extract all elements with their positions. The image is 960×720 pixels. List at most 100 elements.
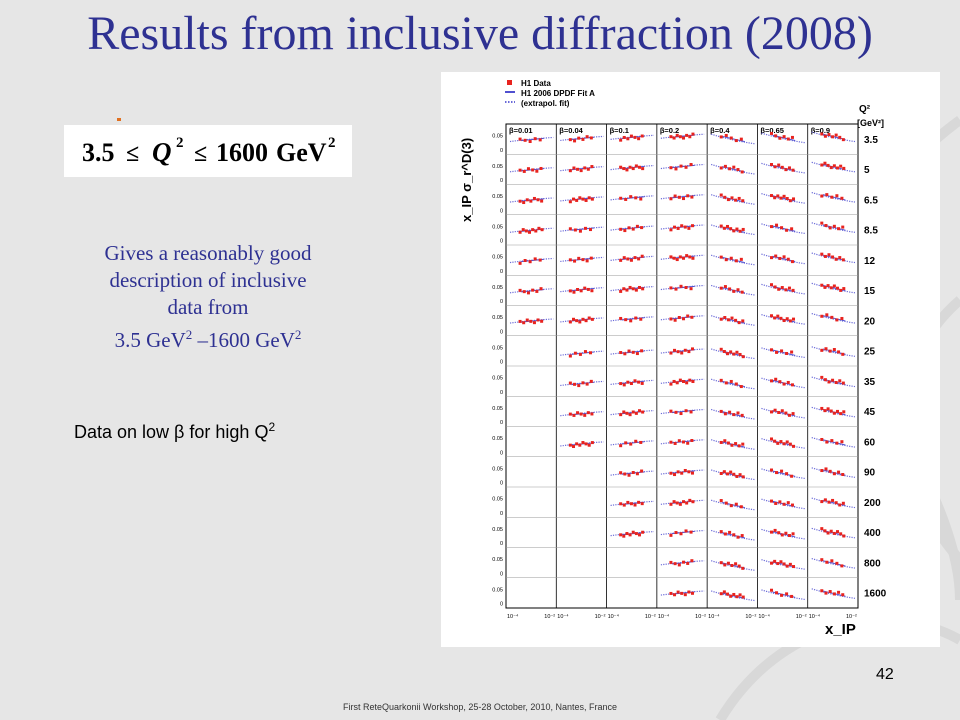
data-point	[792, 317, 796, 321]
data-point	[832, 348, 836, 352]
data-point	[791, 288, 795, 292]
data-point	[678, 135, 682, 139]
data-point	[726, 198, 730, 202]
data-point	[840, 564, 844, 568]
data-point	[584, 442, 588, 446]
data-point	[775, 471, 779, 475]
data-point	[726, 441, 730, 445]
data-point	[583, 413, 587, 417]
data-point	[719, 135, 723, 139]
data-point	[770, 499, 774, 503]
row-tick: 0	[500, 329, 503, 335]
data-point	[786, 137, 790, 141]
data-point	[669, 286, 673, 290]
extrapol-curve	[811, 222, 856, 233]
data-point	[830, 559, 834, 563]
q2-label-4: 12	[864, 256, 876, 267]
row-tick: 0	[500, 208, 503, 214]
row-tick: 0.05	[492, 224, 503, 230]
data-point	[568, 381, 572, 385]
extrapol-curve	[710, 163, 755, 175]
data-point	[835, 441, 839, 445]
data-point	[679, 532, 683, 536]
data-point	[581, 258, 585, 262]
row-tick: 0	[500, 571, 503, 577]
data-point	[576, 411, 580, 415]
data-point	[726, 318, 730, 322]
x-tick: 10⁻²	[796, 614, 807, 620]
data-point	[622, 287, 626, 291]
data-point	[740, 413, 744, 417]
x-tick: 10⁻²	[745, 614, 756, 620]
data-point	[838, 503, 842, 507]
row-tick: 0.05	[492, 466, 503, 472]
data-point	[776, 314, 780, 318]
data-point	[723, 195, 727, 199]
data-point	[826, 163, 830, 167]
data-point	[688, 255, 692, 259]
data-point	[625, 168, 629, 172]
data-point	[587, 196, 591, 200]
data-point	[638, 409, 642, 413]
data-point	[831, 255, 835, 259]
extrapol-curve	[761, 193, 805, 204]
data-point	[791, 412, 795, 416]
data-point	[669, 197, 673, 201]
data-point	[719, 286, 723, 290]
data-point	[581, 197, 585, 201]
q2-header: Q²	[859, 104, 871, 115]
formula-lhs: 3.5	[82, 138, 115, 167]
data-point	[732, 592, 736, 596]
data-point	[628, 533, 632, 537]
data-point	[724, 501, 728, 505]
description-range: 3.5 GeV2 –1600 GeV2	[58, 321, 358, 354]
data-point	[669, 560, 673, 564]
data-point	[780, 469, 784, 473]
data-point	[679, 412, 683, 416]
data-point	[640, 349, 644, 353]
data-point	[673, 318, 677, 322]
row-tick: 0	[500, 148, 503, 154]
data-point	[586, 287, 590, 291]
q2-label-6: 20	[864, 316, 876, 327]
data-point	[633, 135, 637, 139]
data-point	[734, 562, 738, 566]
row-tick: 0.05	[492, 194, 503, 200]
extrapol-curve	[811, 312, 856, 324]
data-point	[689, 162, 693, 166]
data-point	[685, 254, 689, 258]
data-point	[823, 378, 827, 382]
data-point	[737, 444, 741, 448]
data-point	[829, 529, 833, 533]
data-point	[782, 502, 786, 506]
data-point	[680, 471, 684, 475]
data-point	[523, 138, 527, 142]
y-axis-label: x_IP σ_r^D(3)	[459, 138, 474, 222]
data-point	[726, 352, 730, 356]
data-point	[792, 197, 796, 201]
data-point	[770, 348, 774, 352]
q2-range-formula: 3.5 ≤ Q 2 ≤ 1600 GeV 2	[64, 125, 352, 177]
data-point	[622, 410, 626, 414]
data-point	[830, 195, 834, 199]
row-tick: 0.05	[492, 527, 503, 533]
data-point	[690, 347, 694, 351]
data-point	[588, 351, 592, 355]
data-point	[770, 194, 774, 198]
data-point	[633, 256, 637, 260]
data-point	[622, 383, 626, 387]
data-point	[622, 256, 626, 260]
data-point	[685, 133, 689, 137]
q2-label-0: 3.5	[864, 135, 878, 146]
data-point	[719, 472, 723, 476]
data-point	[686, 194, 690, 198]
data-point	[790, 503, 794, 507]
data-point	[823, 498, 827, 502]
data-point	[590, 165, 594, 169]
data-point	[792, 444, 796, 448]
row-tick: 0.05	[492, 376, 503, 382]
row-tick: 0.05	[492, 285, 503, 291]
data-point	[773, 559, 777, 563]
data-point	[729, 594, 733, 598]
data-point	[682, 440, 686, 444]
